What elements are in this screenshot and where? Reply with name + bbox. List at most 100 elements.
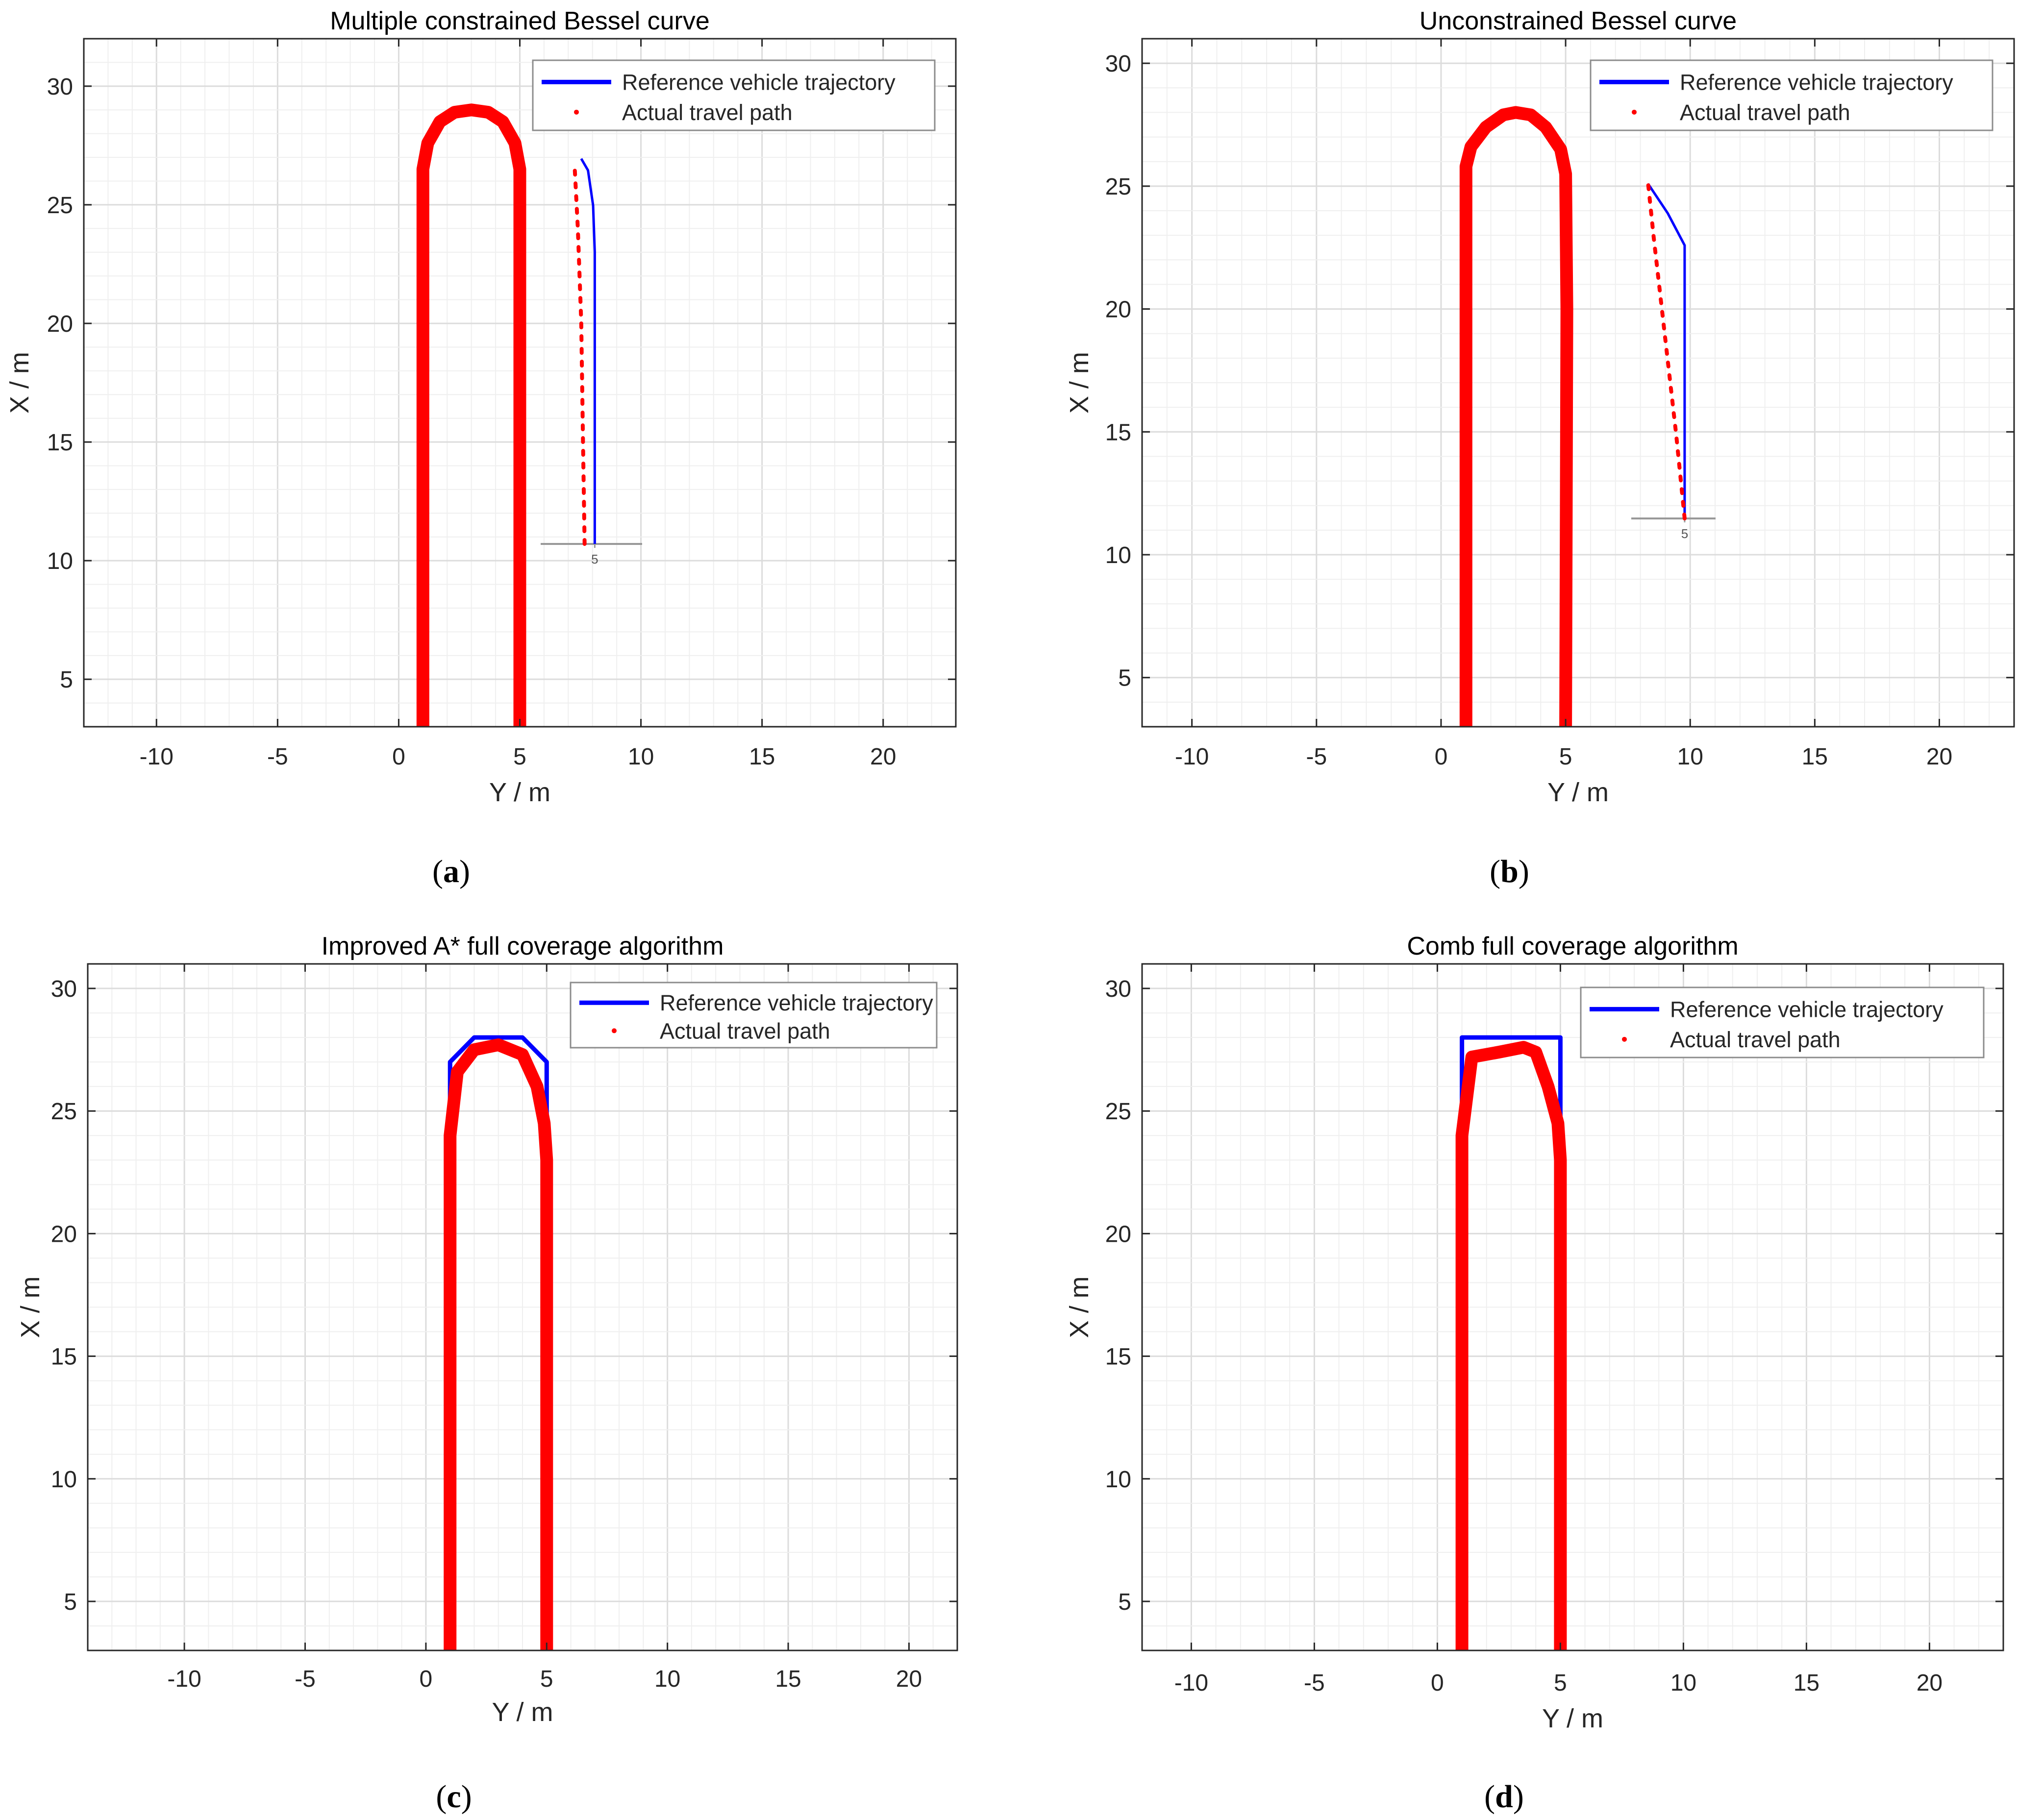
x-tick-label: -10 xyxy=(167,1666,201,1692)
chart-panel-b: -10 -5 0 5 10 15 20 5 10 15 20 25 30 Unconstrained Be… xyxy=(1065,7,2015,889)
x-tick-label: 5 xyxy=(513,744,526,770)
caption-letter: d xyxy=(1495,1779,1513,1815)
x-tick-label: 0 xyxy=(392,744,405,770)
inset-tick-label: 5 xyxy=(591,552,598,566)
grid xyxy=(83,38,956,727)
inset-zoom: 5 xyxy=(541,158,642,566)
legend-label-actual: Actual travel path xyxy=(1670,1027,1841,1052)
panel-caption: (a) xyxy=(432,854,470,889)
y-tick-label: 5 xyxy=(64,1589,77,1615)
grid xyxy=(87,963,958,1651)
legend-label-reference: Reference vehicle trajectory xyxy=(1680,70,1953,95)
chart-title: Comb full coverage algorithm xyxy=(1407,932,1738,960)
legend-label-reference: Reference vehicle trajectory xyxy=(1670,997,1943,1022)
legend-box xyxy=(1590,59,1993,131)
x-tick-label: -5 xyxy=(1306,744,1327,770)
x-tick-label: 5 xyxy=(540,1666,553,1692)
legend: Reference vehicle trajectory Actual trave… xyxy=(1590,59,1993,131)
legend-swatch-actual xyxy=(612,1028,617,1033)
caption-letter: a xyxy=(443,854,459,889)
y-tick-label: 20 xyxy=(1105,297,1131,323)
y-tick-label: 5 xyxy=(60,667,73,693)
axes-box xyxy=(87,963,958,1651)
x-tick-label: 10 xyxy=(1677,744,1703,770)
series-actual-line xyxy=(444,1038,553,1650)
y-tick-label: 10 xyxy=(1105,1467,1131,1493)
legend-label-reference: Reference vehicle trajectory xyxy=(622,70,896,95)
caption-paren-open: ( xyxy=(436,1779,447,1815)
x-tick-label: -5 xyxy=(1304,1670,1325,1696)
panel-caption: (b) xyxy=(1490,854,1529,889)
x-tick-label: 5 xyxy=(1554,1670,1567,1696)
y-tick-label: 25 xyxy=(51,1099,77,1125)
x-axis-label: Y / m xyxy=(492,1697,553,1727)
chart-title: Improved A* full coverage algorithm xyxy=(322,932,724,960)
axes-box xyxy=(1141,38,2015,728)
y-tick-label: 20 xyxy=(51,1221,77,1247)
x-tick-label: 0 xyxy=(1435,744,1448,770)
inset-actual-line xyxy=(573,161,587,546)
x-tick-label: 10 xyxy=(654,1666,680,1692)
axes-box xyxy=(1141,963,2004,1651)
x-axis-label: Y / m xyxy=(1547,778,1609,807)
caption-letter: c xyxy=(447,1779,461,1815)
x-tick-label: 0 xyxy=(1431,1670,1444,1696)
y-axis-label: X / m xyxy=(16,1276,45,1338)
caption-paren-close: ) xyxy=(459,854,470,889)
y-tick-label: 15 xyxy=(1105,419,1131,445)
y-tick-label: 15 xyxy=(1105,1344,1131,1370)
legend-box xyxy=(1580,986,1985,1058)
legend-label-actual: Actual travel path xyxy=(1680,100,1850,125)
caption-paren-open: ( xyxy=(1484,1779,1495,1815)
caption-paren-close: ) xyxy=(1513,1779,1524,1815)
y-tick-label: 5 xyxy=(1118,665,1131,691)
x-axis-label: Y / m xyxy=(1542,1704,1603,1733)
legend-box xyxy=(570,982,938,1049)
x-tick-label: -5 xyxy=(267,744,288,770)
legend-swatch-actual xyxy=(1622,1036,1627,1042)
legend-swatch-actual xyxy=(574,109,579,115)
inset-reference-line xyxy=(1647,183,1686,518)
x-axis-label: Y / m xyxy=(489,778,550,807)
legend: Reference vehicle trajectory Actual trave… xyxy=(532,59,936,131)
inset-reference-line xyxy=(580,158,596,544)
x-tick-label: 10 xyxy=(1670,1670,1696,1696)
legend-label-actual: Actual travel path xyxy=(622,100,793,125)
caption-paren-open: ( xyxy=(432,854,443,889)
series-actual-line xyxy=(1459,106,1573,727)
y-tick-label: 10 xyxy=(47,548,73,574)
y-tick-label: 30 xyxy=(1105,51,1131,77)
x-tick-label: 15 xyxy=(749,744,775,770)
y-tick-label: 20 xyxy=(47,311,73,337)
y-tick-label: 15 xyxy=(51,1344,77,1370)
legend-swatch-actual xyxy=(1632,109,1637,115)
x-tick-label: 15 xyxy=(1802,744,1828,770)
x-tick-label: 15 xyxy=(1794,1670,1819,1696)
y-tick-label: 25 xyxy=(47,193,73,219)
y-tick-label: 10 xyxy=(1105,542,1131,568)
inset-actual-line xyxy=(1646,182,1687,520)
x-tick-label: -10 xyxy=(1175,744,1209,770)
legend-label-actual: Actual travel path xyxy=(660,1018,830,1043)
legend: Reference vehicle trajectory Actual trave… xyxy=(1580,986,1985,1058)
chart-panel-c: -10 -5 0 5 10 15 20 5 10 15 20 25 30 Improved A* full… xyxy=(16,932,958,1815)
series-actual-line xyxy=(1455,1041,1567,1650)
legend-box xyxy=(532,59,936,131)
y-tick-label: 10 xyxy=(51,1467,77,1493)
y-axis-label: X / m xyxy=(1065,352,1094,414)
caption-paren-close: ) xyxy=(1519,854,1529,889)
x-tick-label: 20 xyxy=(1926,744,1952,770)
chart-title: Unconstrained Bessel curve xyxy=(1420,7,1737,35)
y-tick-label: 15 xyxy=(47,430,73,456)
y-tick-label: 5 xyxy=(1118,1589,1131,1615)
caption-paren-close: ) xyxy=(461,1779,472,1815)
inset-tick-label: 5 xyxy=(1681,526,1688,541)
legend-label-reference: Reference vehicle trajectory xyxy=(660,990,933,1015)
caption-paren-open: ( xyxy=(1490,854,1500,889)
chart-panel-d: -10 -5 0 5 10 15 20 5 10 15 20 25 30 Comb full covera… xyxy=(1065,932,2004,1815)
y-tick-label: 30 xyxy=(47,74,73,100)
panel-caption: (d) xyxy=(1484,1779,1524,1815)
chart-title: Multiple constrained Bessel curve xyxy=(330,7,710,35)
x-tick-label: -10 xyxy=(140,744,174,770)
